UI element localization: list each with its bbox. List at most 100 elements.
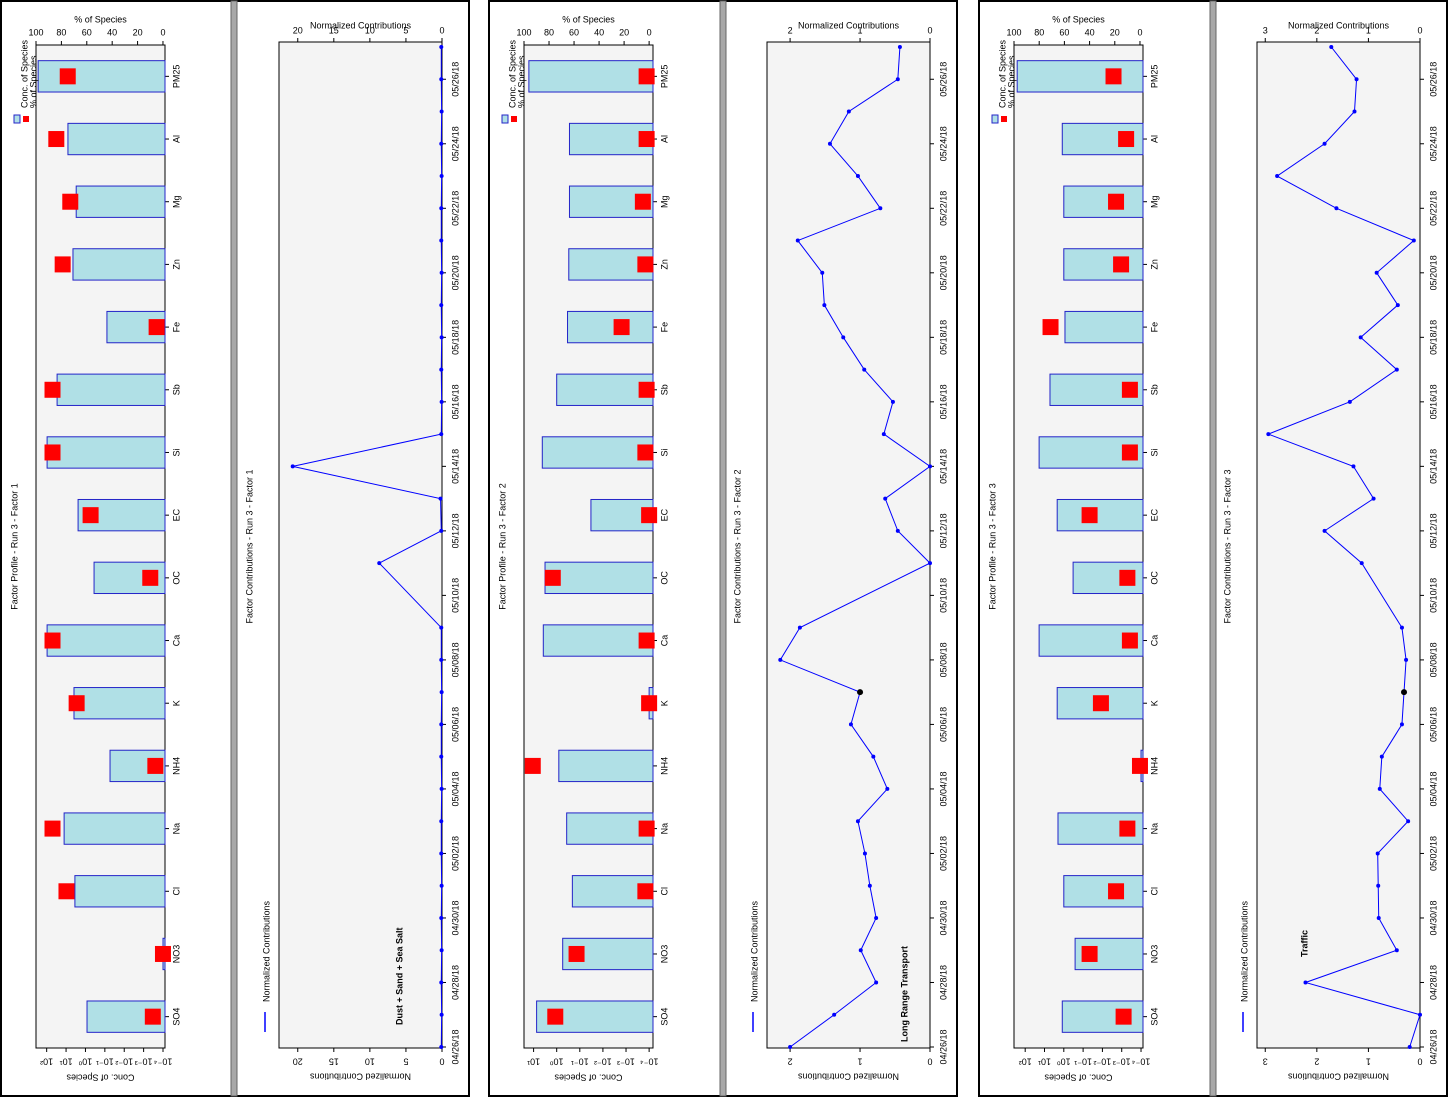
x-tick-label: 05/22/18 bbox=[1428, 191, 1438, 226]
bar bbox=[37, 60, 166, 93]
y-tick-label: 0 bbox=[927, 1057, 932, 1067]
percent-marker bbox=[154, 945, 171, 962]
percent-marker bbox=[62, 193, 79, 210]
x-tick-label: 05/12/18 bbox=[450, 513, 460, 548]
category-label: PM25 bbox=[1149, 65, 1159, 89]
chart-title: Factor Profile - Run 3 - Factor 1 bbox=[9, 483, 19, 610]
point bbox=[855, 819, 860, 824]
y-tick-label: 10⁻³ bbox=[617, 1057, 635, 1067]
category-label: PM25 bbox=[171, 65, 181, 89]
y-tick-label: 10⁻⁴ bbox=[1132, 1057, 1151, 1067]
x-tick-label: 05/08/18 bbox=[938, 642, 948, 677]
category-label: Fe bbox=[659, 322, 669, 333]
category-label: OC bbox=[171, 571, 181, 585]
y-tick-label: 10⁰ bbox=[1057, 1057, 1071, 1067]
percent-marker bbox=[638, 381, 655, 398]
point bbox=[1407, 1045, 1412, 1049]
x-tick-label: 05/04/18 bbox=[938, 771, 948, 806]
percent-marker bbox=[54, 256, 71, 273]
y-tick-label: 10⁻³ bbox=[135, 1057, 153, 1067]
point bbox=[1352, 109, 1357, 114]
percent-marker bbox=[68, 695, 85, 712]
y-tick-label: 10⁻⁴ bbox=[640, 1057, 659, 1067]
axis-title: % of Species bbox=[562, 14, 615, 24]
legend-swatch bbox=[991, 114, 999, 124]
point bbox=[439, 238, 444, 243]
axis-title: Normalized Contributions bbox=[797, 1072, 899, 1082]
bar bbox=[67, 122, 166, 156]
category-label: Ca bbox=[171, 635, 181, 647]
y2-tick-label: 20 bbox=[133, 27, 143, 37]
x-tick-label: 05/24/18 bbox=[1428, 126, 1438, 161]
y-tick-label: 10⁻³ bbox=[1113, 1057, 1131, 1067]
y2-tick-label: 100 bbox=[516, 27, 531, 37]
category-label: Ca bbox=[659, 635, 669, 647]
category-label: Na bbox=[171, 823, 181, 835]
axis-title: Normalized Contributions bbox=[310, 20, 412, 30]
point bbox=[1376, 915, 1381, 920]
y2-tick-label: 0 bbox=[1137, 27, 1142, 37]
x-tick-label: 04/26/18 bbox=[450, 1029, 460, 1064]
x-tick-label: 04/30/18 bbox=[938, 900, 948, 935]
point bbox=[788, 1045, 793, 1049]
point bbox=[928, 561, 932, 566]
point bbox=[885, 786, 890, 791]
point bbox=[1371, 496, 1376, 501]
point bbox=[439, 980, 444, 985]
point bbox=[439, 335, 444, 340]
percent-marker bbox=[613, 319, 630, 336]
y2-tick-label: 40 bbox=[1085, 27, 1095, 37]
y-tick-label: 1 bbox=[1366, 25, 1371, 35]
category-label: NH4 bbox=[659, 757, 669, 775]
percent-marker bbox=[1121, 632, 1138, 649]
point bbox=[439, 432, 444, 437]
point bbox=[820, 270, 825, 275]
x-tick-label: 04/26/18 bbox=[1428, 1029, 1438, 1064]
category-label: Mg bbox=[659, 195, 669, 208]
panel-separator bbox=[1209, 0, 1217, 1097]
x-tick-label: 05/04/18 bbox=[450, 771, 460, 806]
axis-title: % of Species bbox=[1052, 14, 1105, 24]
point bbox=[1418, 1012, 1422, 1017]
y-tick-label: 2 bbox=[1314, 1057, 1319, 1067]
category-label: Fe bbox=[171, 322, 181, 333]
x-tick-label: 05/24/18 bbox=[938, 126, 948, 161]
y-tick-label: 1 bbox=[858, 1057, 863, 1067]
category-label: K bbox=[171, 700, 181, 706]
percent-marker bbox=[547, 1008, 564, 1025]
y-tick-label: 10⁻² bbox=[115, 1057, 133, 1067]
point bbox=[874, 915, 879, 920]
category-label: EC bbox=[171, 508, 181, 521]
y-tick-label: 10⁻¹ bbox=[571, 1057, 589, 1067]
x-tick-label: 05/22/18 bbox=[450, 191, 460, 226]
x-tick-label: 05/14/18 bbox=[938, 449, 948, 484]
category-label: K bbox=[1149, 700, 1159, 706]
point bbox=[439, 528, 444, 533]
legend-label: % of Species bbox=[516, 55, 526, 108]
x-tick-label: 05/22/18 bbox=[938, 191, 948, 226]
point bbox=[1322, 141, 1327, 146]
y-tick-label: 0 bbox=[1417, 25, 1422, 35]
category-label: Sb bbox=[1149, 384, 1159, 395]
axis-title: Normalized Contributions bbox=[309, 1072, 411, 1082]
bar bbox=[56, 373, 166, 406]
point bbox=[439, 690, 444, 695]
x-tick-label: 05/08/18 bbox=[450, 642, 460, 677]
percent-marker bbox=[1081, 945, 1098, 962]
point bbox=[439, 722, 444, 727]
percent-marker bbox=[544, 569, 561, 586]
axis-title: Normalized Contributions bbox=[798, 20, 900, 30]
point bbox=[1334, 206, 1339, 211]
y-tick-label: 3 bbox=[1263, 1057, 1268, 1067]
axis-title: Normalized Contributions bbox=[1287, 1072, 1389, 1082]
point bbox=[1329, 45, 1334, 49]
bar bbox=[558, 749, 654, 783]
y-tick-label: 10⁻¹ bbox=[1074, 1057, 1092, 1067]
point bbox=[878, 206, 883, 211]
y-tick-label: 0 bbox=[927, 25, 932, 35]
x-tick-label: 05/08/18 bbox=[1428, 642, 1438, 677]
x-tick-label: 05/20/18 bbox=[1428, 255, 1438, 290]
category-label: NH4 bbox=[171, 757, 181, 775]
y2-tick-label: 80 bbox=[56, 27, 66, 37]
y-tick-label: 0 bbox=[1417, 1057, 1422, 1067]
